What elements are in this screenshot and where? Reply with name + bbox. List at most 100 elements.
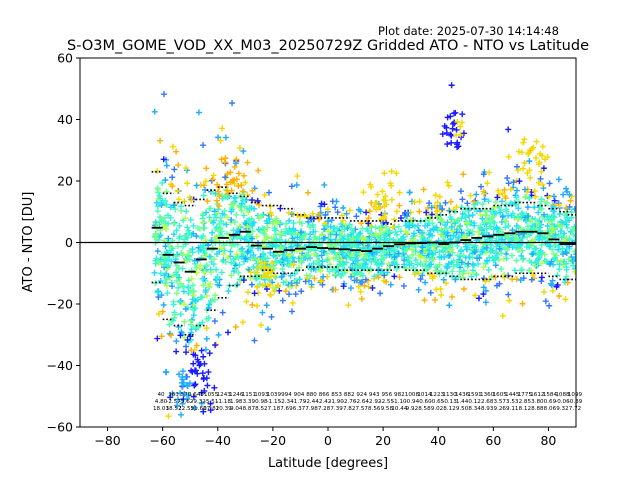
data-point (343, 210, 350, 217)
data-point (457, 123, 464, 130)
data-point (310, 260, 317, 267)
data-point (197, 294, 204, 301)
data-point (538, 168, 545, 175)
data-point (179, 400, 186, 407)
data-point (465, 212, 472, 219)
data-point (282, 230, 289, 237)
data-point (251, 290, 258, 297)
y-tick-label: 60 (57, 51, 73, 66)
data-point (531, 188, 538, 195)
data-point (271, 288, 278, 295)
data-point (168, 332, 175, 339)
data-point (375, 274, 382, 281)
data-point (155, 288, 162, 295)
data-point (564, 205, 571, 212)
data-point (502, 224, 509, 231)
data-point (213, 197, 220, 204)
data-point (383, 223, 390, 230)
data-point (181, 301, 188, 308)
data-point (333, 198, 340, 205)
data-point (299, 220, 306, 227)
data-point (193, 342, 200, 349)
data-point (347, 285, 354, 292)
data-point (268, 235, 275, 242)
data-point (309, 221, 316, 228)
data-point (360, 245, 367, 252)
bin-count-label: 1014 (417, 392, 432, 398)
data-point (531, 245, 538, 252)
data-point (233, 250, 240, 257)
data-point (444, 179, 451, 186)
data-point (157, 195, 164, 202)
data-point (274, 220, 281, 227)
data-point (472, 242, 479, 249)
data-point (322, 212, 329, 219)
data-point (541, 211, 548, 218)
data-point (249, 255, 256, 262)
bin-count-label: 1584 (543, 392, 558, 398)
data-point (165, 413, 172, 420)
data-point (230, 256, 237, 263)
data-point (193, 233, 200, 240)
bin-mean-label: -0.39 (568, 399, 583, 405)
data-point (412, 268, 419, 275)
data-point (429, 275, 436, 282)
data-point (206, 350, 213, 357)
data-point (240, 212, 247, 219)
data-point (245, 217, 252, 224)
data-point (456, 224, 463, 231)
data-point (152, 219, 159, 226)
data-point (317, 203, 324, 210)
bin-std-label: 9.58 (381, 406, 394, 412)
data-point (266, 216, 273, 223)
data-point (240, 148, 247, 155)
data-point (200, 408, 207, 415)
data-point (267, 209, 274, 216)
data-point (193, 182, 200, 189)
bin-std-label: 22.55 (178, 406, 194, 412)
bin-std-label: 6.37 (293, 406, 306, 412)
data-point (325, 228, 332, 235)
data-point (307, 272, 314, 279)
bin-count-label: 1093 (254, 392, 269, 398)
data-point (350, 229, 357, 236)
bin-mean-label: -1.79 (292, 399, 307, 405)
data-point (499, 213, 506, 220)
data-point (360, 235, 367, 242)
data-point (480, 291, 487, 298)
data-point (173, 269, 179, 276)
data-point (353, 277, 360, 284)
data-point (202, 346, 209, 353)
y-tick-label: −60 (47, 420, 73, 435)
bin-count-label: 956 (381, 392, 392, 398)
data-point (465, 227, 472, 234)
data-point (436, 193, 443, 200)
data-point (447, 113, 454, 120)
data-point (405, 258, 412, 265)
data-point (303, 251, 310, 258)
data-point (200, 142, 207, 149)
data-point (189, 246, 196, 253)
data-point (368, 258, 375, 265)
data-point (393, 208, 400, 215)
data-point (308, 216, 315, 223)
data-point (167, 243, 174, 250)
data-point (333, 240, 340, 247)
data-point (207, 407, 214, 414)
data-point (277, 257, 284, 264)
data-point (151, 269, 158, 276)
bin-std-label: 9.11 (506, 406, 519, 412)
data-point (192, 367, 199, 374)
data-point (169, 283, 176, 290)
data-point (316, 216, 323, 223)
data-point (310, 228, 317, 235)
bin-count-label: 645 (193, 392, 204, 398)
data-point (176, 222, 183, 229)
data-point (225, 329, 232, 336)
data-point (339, 212, 346, 219)
data-point (245, 289, 252, 296)
data-point (339, 249, 346, 256)
data-point (285, 291, 292, 298)
data-point (193, 269, 200, 276)
data-point (463, 218, 470, 225)
